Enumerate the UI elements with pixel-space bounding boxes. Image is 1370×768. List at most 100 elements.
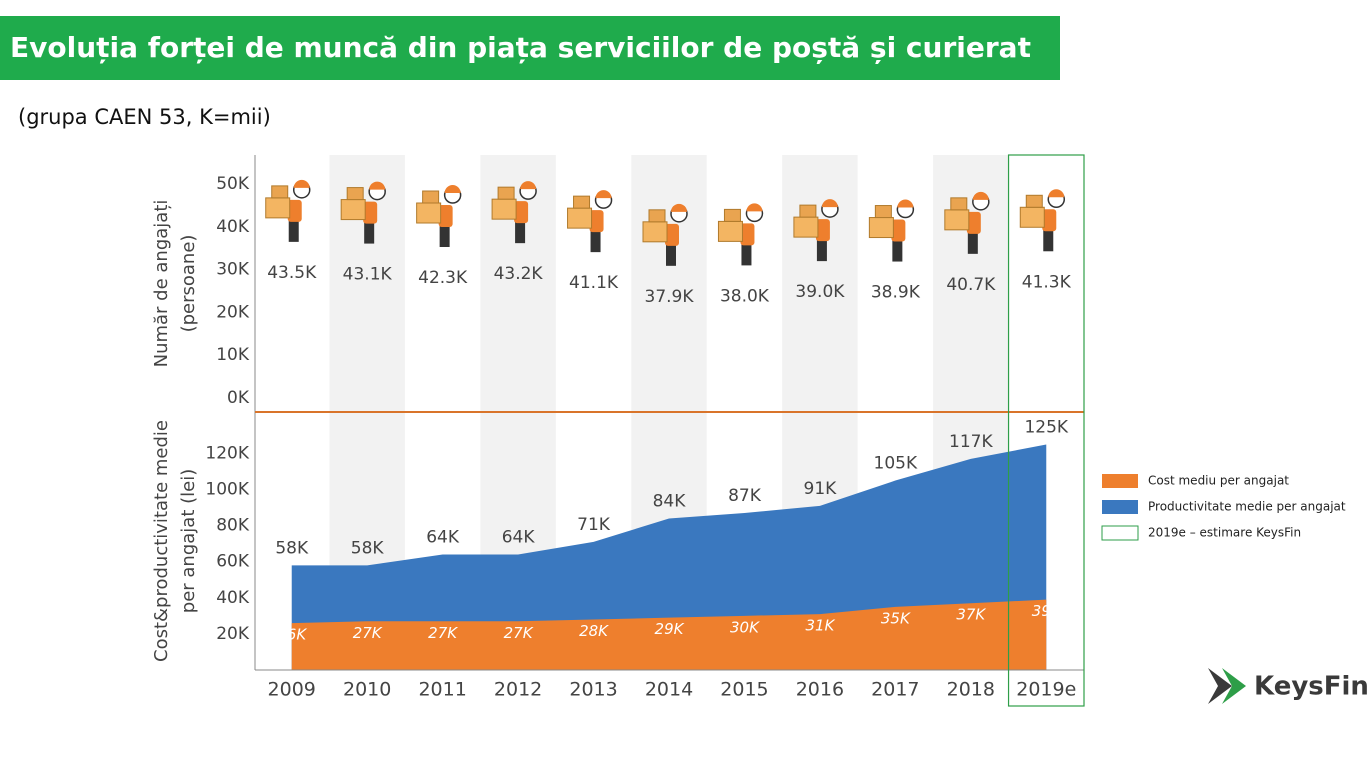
icon-cap — [369, 181, 386, 190]
icon-legs — [288, 217, 299, 242]
value-label: 64K — [426, 528, 460, 548]
value-label: 91K — [804, 479, 838, 499]
legend-label: Productivitate medie per angajat — [1148, 500, 1346, 514]
y-tick-label: 120K — [205, 443, 249, 463]
value-label: 37K — [956, 606, 986, 624]
icon-legs — [666, 241, 676, 266]
legend-swatch — [1102, 474, 1138, 488]
x-tick-label: 2009 — [268, 679, 316, 701]
y-tick-label: 10K — [216, 345, 250, 365]
value-label: 31K — [805, 617, 835, 635]
x-tick-label: 2012 — [494, 679, 542, 701]
icon-legs — [590, 228, 601, 253]
x-tick-label: 2013 — [569, 679, 617, 701]
icon-legs — [515, 219, 526, 244]
y-axis-label: (persoane) — [178, 235, 199, 333]
icon-body — [891, 219, 906, 242]
icon-body — [287, 199, 302, 222]
worker-icon — [491, 181, 537, 244]
x-tick-label: 2018 — [947, 679, 995, 701]
legend-swatch — [1102, 500, 1138, 514]
icon-box — [1019, 206, 1045, 228]
column-band — [933, 155, 1009, 412]
y-tick-label: 50K — [216, 174, 250, 194]
icon-box — [717, 220, 743, 242]
y-tick-label: 0K — [227, 388, 250, 408]
value-label: 105K — [874, 454, 918, 474]
y-axis-label: Număr de angajați — [151, 200, 172, 368]
icon-box — [648, 209, 666, 223]
value-label: 39.0K — [795, 282, 845, 302]
logo-text: KeysFin — [1254, 672, 1369, 702]
logo-chevron — [1222, 668, 1246, 704]
icon-box — [874, 205, 892, 219]
icon-legs — [892, 237, 903, 262]
logo: KeysFin — [1208, 668, 1369, 704]
y-tick-label: 100K — [205, 480, 249, 500]
icon-cap — [746, 203, 763, 212]
value-label: 87K — [728, 486, 762, 506]
value-label: 30K — [730, 618, 760, 636]
title: Evoluția forței de muncă din piața servi… — [10, 31, 1031, 64]
icon-body — [1042, 209, 1057, 232]
icon-body — [966, 211, 981, 234]
icon-cap — [1048, 189, 1065, 198]
icon-cap — [293, 179, 310, 188]
worker-icon — [793, 199, 839, 262]
highlight-box — [1007, 154, 1085, 707]
value-label: 26K — [277, 626, 307, 644]
icon-body — [589, 210, 604, 233]
icon-box — [868, 217, 894, 239]
x-tick-label: 2011 — [418, 679, 466, 701]
worker-icon — [567, 190, 613, 253]
icon-box — [497, 186, 515, 200]
icon-legs — [816, 237, 827, 262]
icon-cap — [520, 181, 537, 190]
icon-legs — [741, 241, 752, 266]
value-label: 43.1K — [343, 265, 393, 285]
icon-cap — [972, 191, 989, 200]
worker-icon — [416, 185, 462, 248]
value-label: 84K — [653, 491, 687, 511]
icon-box — [340, 199, 366, 221]
icon-box — [491, 198, 517, 220]
value-label: 71K — [577, 515, 611, 535]
icon-box — [573, 195, 591, 209]
icon-box — [271, 185, 289, 199]
icon-legs — [1043, 227, 1054, 252]
y-tick-label: 80K — [216, 516, 250, 536]
icon-cap — [595, 190, 612, 199]
value-label: 64K — [502, 528, 536, 548]
area — [291, 599, 1047, 670]
icon-box — [723, 208, 741, 222]
x-tick-label: 2014 — [645, 679, 693, 701]
value-label: 35K — [881, 609, 911, 627]
icon-legs — [967, 229, 978, 254]
value-label: 37.9K — [645, 287, 695, 307]
value-label: 27K — [504, 624, 534, 642]
value-label: 29K — [655, 620, 685, 638]
column-band — [782, 155, 858, 412]
worker-icon — [642, 203, 688, 266]
value-label: 58K — [351, 538, 385, 558]
value-label: 41.3K — [1022, 272, 1072, 292]
worker-icon — [1019, 189, 1066, 252]
value-label: 42.3K — [418, 268, 468, 288]
icon-body — [665, 223, 679, 246]
icon-cap — [897, 199, 914, 208]
value-label: 28K — [579, 622, 609, 640]
x-tick-label: 2017 — [871, 679, 919, 701]
column-band — [329, 155, 405, 412]
icon-body — [740, 223, 755, 246]
worker-icon — [868, 199, 915, 262]
icon-cap — [444, 185, 461, 194]
icon-legs — [439, 223, 450, 248]
icon-body — [363, 201, 378, 224]
worker-icon — [265, 179, 311, 242]
x-tick-label: 2019e — [1016, 679, 1076, 701]
value-label: 40.7K — [946, 275, 996, 295]
value-label: 27K — [428, 624, 458, 642]
x-tick-label: 2015 — [720, 679, 768, 701]
y-axis-label: Cost&productivitate medie — [151, 420, 172, 662]
icon-box — [416, 202, 442, 224]
